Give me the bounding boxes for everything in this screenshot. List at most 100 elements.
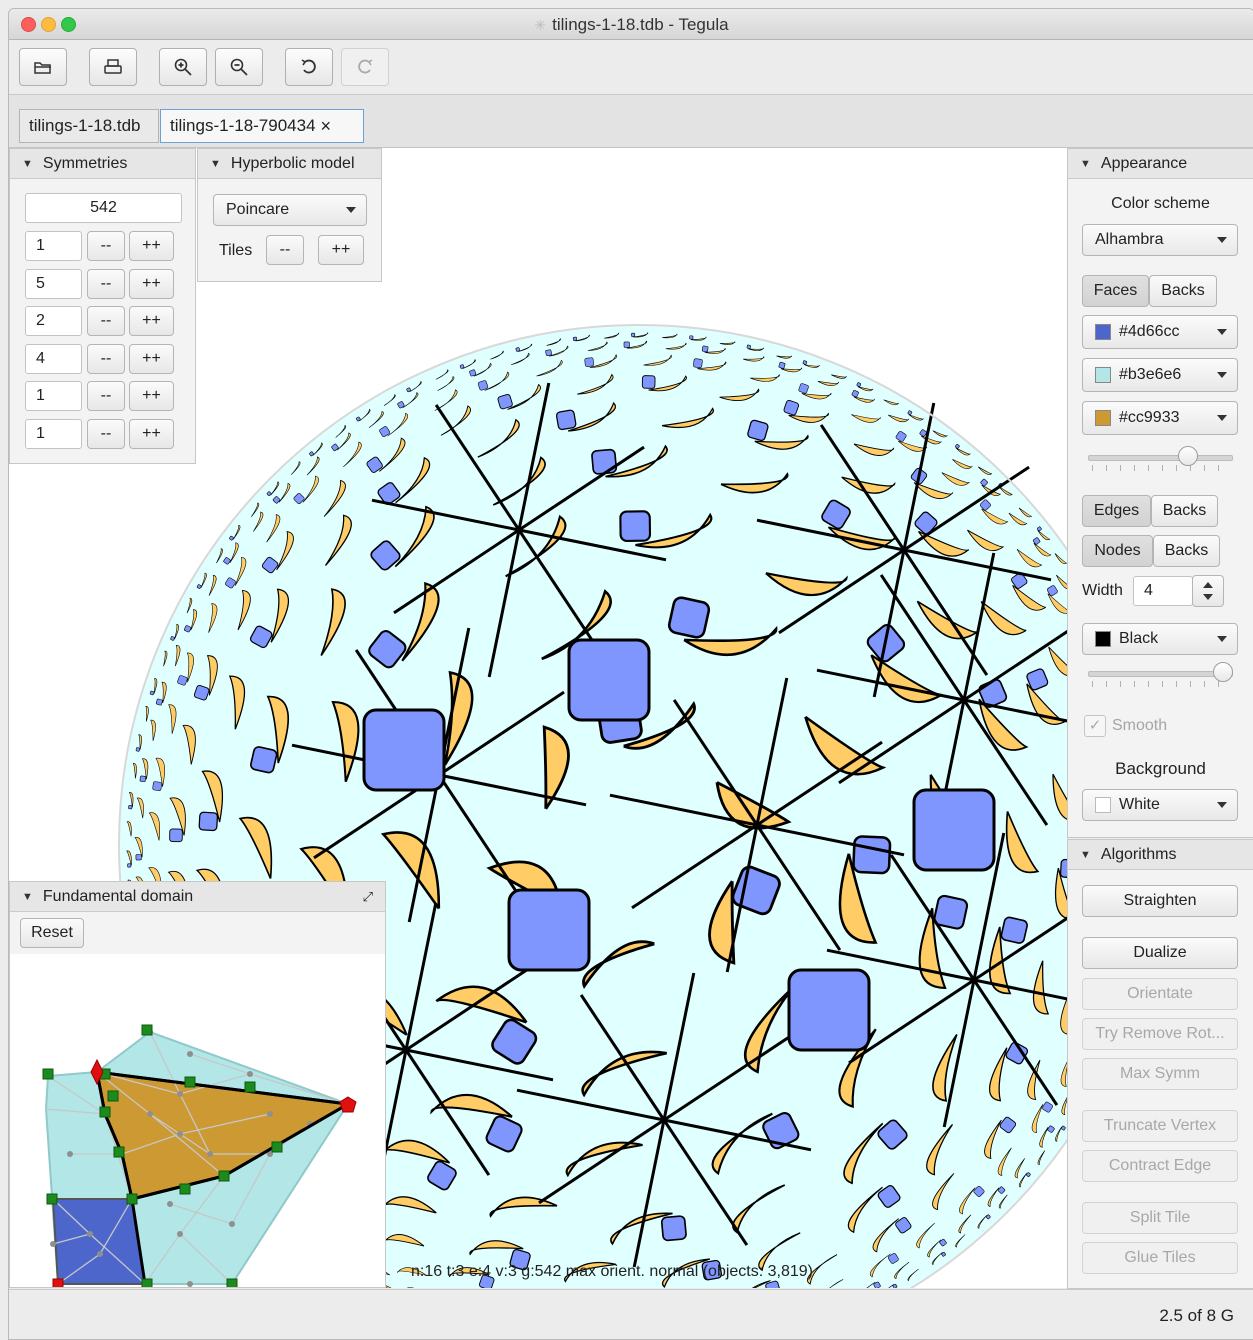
- symmetry-increase-button[interactable]: ++: [129, 419, 174, 449]
- tiles-increase-button[interactable]: ++: [318, 235, 364, 265]
- toolbar: [9, 40, 1253, 95]
- tiles-decrease-button[interactable]: --: [266, 235, 304, 265]
- chevron-down-icon: [1217, 372, 1227, 378]
- symmetry-increase-button[interactable]: ++: [129, 381, 174, 411]
- smooth-checkbox[interactable]: ✓: [1084, 715, 1106, 737]
- truncate-vertex-button[interactable]: Truncate Vertex: [1082, 1110, 1238, 1142]
- face-opacity-slider[interactable]: [1088, 449, 1233, 473]
- symmetry-increase-button[interactable]: ++: [129, 269, 174, 299]
- algorithms-panel: ▼Algorithms Straighten Dualize Orientate…: [1067, 839, 1253, 1289]
- straighten-button[interactable]: Straighten: [1082, 885, 1238, 917]
- chevron-down-icon: [1217, 802, 1227, 808]
- nodes-backs-toggle[interactable]: Backs: [1153, 535, 1220, 567]
- blue-tile: [1000, 916, 1028, 944]
- model-dropdown[interactable]: Poincare: [213, 194, 367, 226]
- symmetry-value-field[interactable]: 4: [25, 344, 82, 374]
- fundamental-domain-view[interactable]: [10, 954, 385, 1287]
- slider-knob[interactable]: [1178, 446, 1198, 466]
- blue-tile: [689, 336, 693, 340]
- symmetries-panel: ▼Symmetries 542 1--++5--++2--++4--++1--+…: [9, 148, 196, 464]
- symmetry-decrease-button[interactable]: --: [87, 231, 125, 261]
- blue-tile: [150, 691, 154, 695]
- dualize-button[interactable]: Dualize: [1082, 937, 1238, 969]
- blue-tile: [136, 854, 142, 860]
- symmetry-decrease-button[interactable]: --: [87, 269, 125, 299]
- faces-toggle[interactable]: Faces: [1082, 275, 1149, 307]
- blue-tile: [693, 359, 702, 368]
- slider-knob[interactable]: [1213, 662, 1233, 682]
- face-color-1-picker[interactable]: #4d66cc: [1082, 315, 1238, 349]
- symmetry-value: 1: [36, 425, 45, 443]
- symmetry-value: 4: [36, 350, 45, 368]
- symmetry-value-field[interactable]: 2: [25, 306, 82, 336]
- width-stepper[interactable]: [1192, 575, 1224, 607]
- tab-label: tilings-1-18-790434: [170, 116, 316, 136]
- tab-close-icon[interactable]: ×: [321, 116, 332, 137]
- nodes-toggle[interactable]: Nodes: [1082, 535, 1153, 567]
- background-dropdown[interactable]: White: [1082, 789, 1238, 821]
- undo-button[interactable]: [285, 48, 333, 86]
- symmetry-value-field[interactable]: 1: [25, 231, 82, 261]
- print-button[interactable]: [89, 48, 137, 86]
- contract-edge-button[interactable]: Contract Edge: [1082, 1150, 1238, 1182]
- color-scheme-value: Alhambra: [1095, 231, 1163, 249]
- symmetry-increase-button[interactable]: ++: [129, 231, 174, 261]
- stepper-up-icon[interactable]: [1203, 582, 1213, 588]
- fundamental-domain-graphic[interactable]: [10, 954, 385, 1287]
- orientate-button[interactable]: Orientate: [1082, 978, 1238, 1010]
- symmetry-value-field[interactable]: 1: [25, 419, 82, 449]
- symmetry-decrease-button[interactable]: --: [87, 419, 125, 449]
- collapse-icon: ▼: [22, 158, 33, 170]
- hyperbolic-model-title: Hyperbolic model: [231, 155, 355, 173]
- zoom-in-button[interactable]: [159, 48, 207, 86]
- try-remove-rotations-button[interactable]: Try Remove Rot...: [1082, 1018, 1238, 1050]
- fundamental-domain-header[interactable]: ▼Fundamental domain⤢: [10, 882, 385, 912]
- open-button[interactable]: [19, 48, 67, 86]
- blue-tile: [592, 449, 617, 474]
- face-color-2-picker[interactable]: #b3e6e6: [1082, 358, 1238, 392]
- stepper-down-icon[interactable]: [1203, 594, 1213, 600]
- group-field[interactable]: 542: [25, 193, 182, 223]
- blue-tile: [642, 376, 655, 389]
- tab-tiling[interactable]: tilings-1-18-790434 ×: [160, 109, 364, 143]
- hyperbolic-model-header[interactable]: ▼ Hyperbolic model: [198, 149, 381, 179]
- symmetries-header[interactable]: ▼Symmetries: [10, 149, 195, 179]
- edge-color-dropdown[interactable]: Black: [1082, 623, 1238, 655]
- symmetry-value: 2: [36, 312, 45, 330]
- edges-backs-toggle[interactable]: Backs: [1151, 495, 1218, 527]
- symmetry-decrease-button[interactable]: --: [87, 381, 125, 411]
- symmetry-value-field[interactable]: 5: [25, 269, 82, 299]
- appearance-header[interactable]: ▼Appearance: [1068, 149, 1253, 179]
- algorithms-header[interactable]: ▼Algorithms: [1068, 840, 1253, 870]
- tab-tilings-db[interactable]: tilings-1-18.tdb: [19, 109, 159, 143]
- edge-width-slider[interactable]: [1088, 665, 1233, 689]
- symmetry-increase-button[interactable]: ++: [129, 306, 174, 336]
- max-symmetry-button[interactable]: Max Symm: [1082, 1058, 1238, 1090]
- expand-icon[interactable]: ⤢: [363, 889, 373, 905]
- zoom-out-button[interactable]: [215, 48, 263, 86]
- glue-tiles-button[interactable]: Glue Tiles: [1082, 1242, 1238, 1274]
- collapse-icon: ▼: [210, 158, 221, 170]
- face-color-3-picker[interactable]: #cc9933: [1082, 401, 1238, 435]
- symmetry-value-field[interactable]: 1: [25, 381, 82, 411]
- symmetry-decrease-button[interactable]: --: [87, 306, 125, 336]
- edges-toggle[interactable]: Edges: [1082, 495, 1151, 527]
- split-tile-button[interactable]: Split Tile: [1082, 1202, 1238, 1234]
- background-value: White: [1119, 796, 1160, 814]
- status-divider: [9, 1289, 1253, 1290]
- reset-button[interactable]: Reset: [20, 918, 84, 948]
- fundamental-domain-title: Fundamental domain: [43, 888, 193, 906]
- redo-button[interactable]: [341, 48, 389, 86]
- symmetry-value: 1: [36, 237, 45, 255]
- symmetry-decrease-button[interactable]: --: [87, 344, 125, 374]
- symmetry-increase-button[interactable]: ++: [129, 344, 174, 374]
- collapse-icon: ▼: [1080, 158, 1091, 170]
- blue-tile: [516, 347, 520, 351]
- appearance-panel: ▼Appearance Color scheme Alhambra Faces …: [1067, 148, 1253, 838]
- color-scheme-dropdown[interactable]: Alhambra: [1082, 224, 1238, 256]
- window-title: ✳tilings-1-18.tdb - Tegula: [9, 15, 1253, 35]
- faces-backs-toggle[interactable]: Backs: [1149, 275, 1217, 307]
- width-field[interactable]: 4: [1133, 576, 1193, 606]
- blue-tile: [620, 511, 650, 541]
- memory-usage: 2.5 of 8 G: [1159, 1306, 1234, 1326]
